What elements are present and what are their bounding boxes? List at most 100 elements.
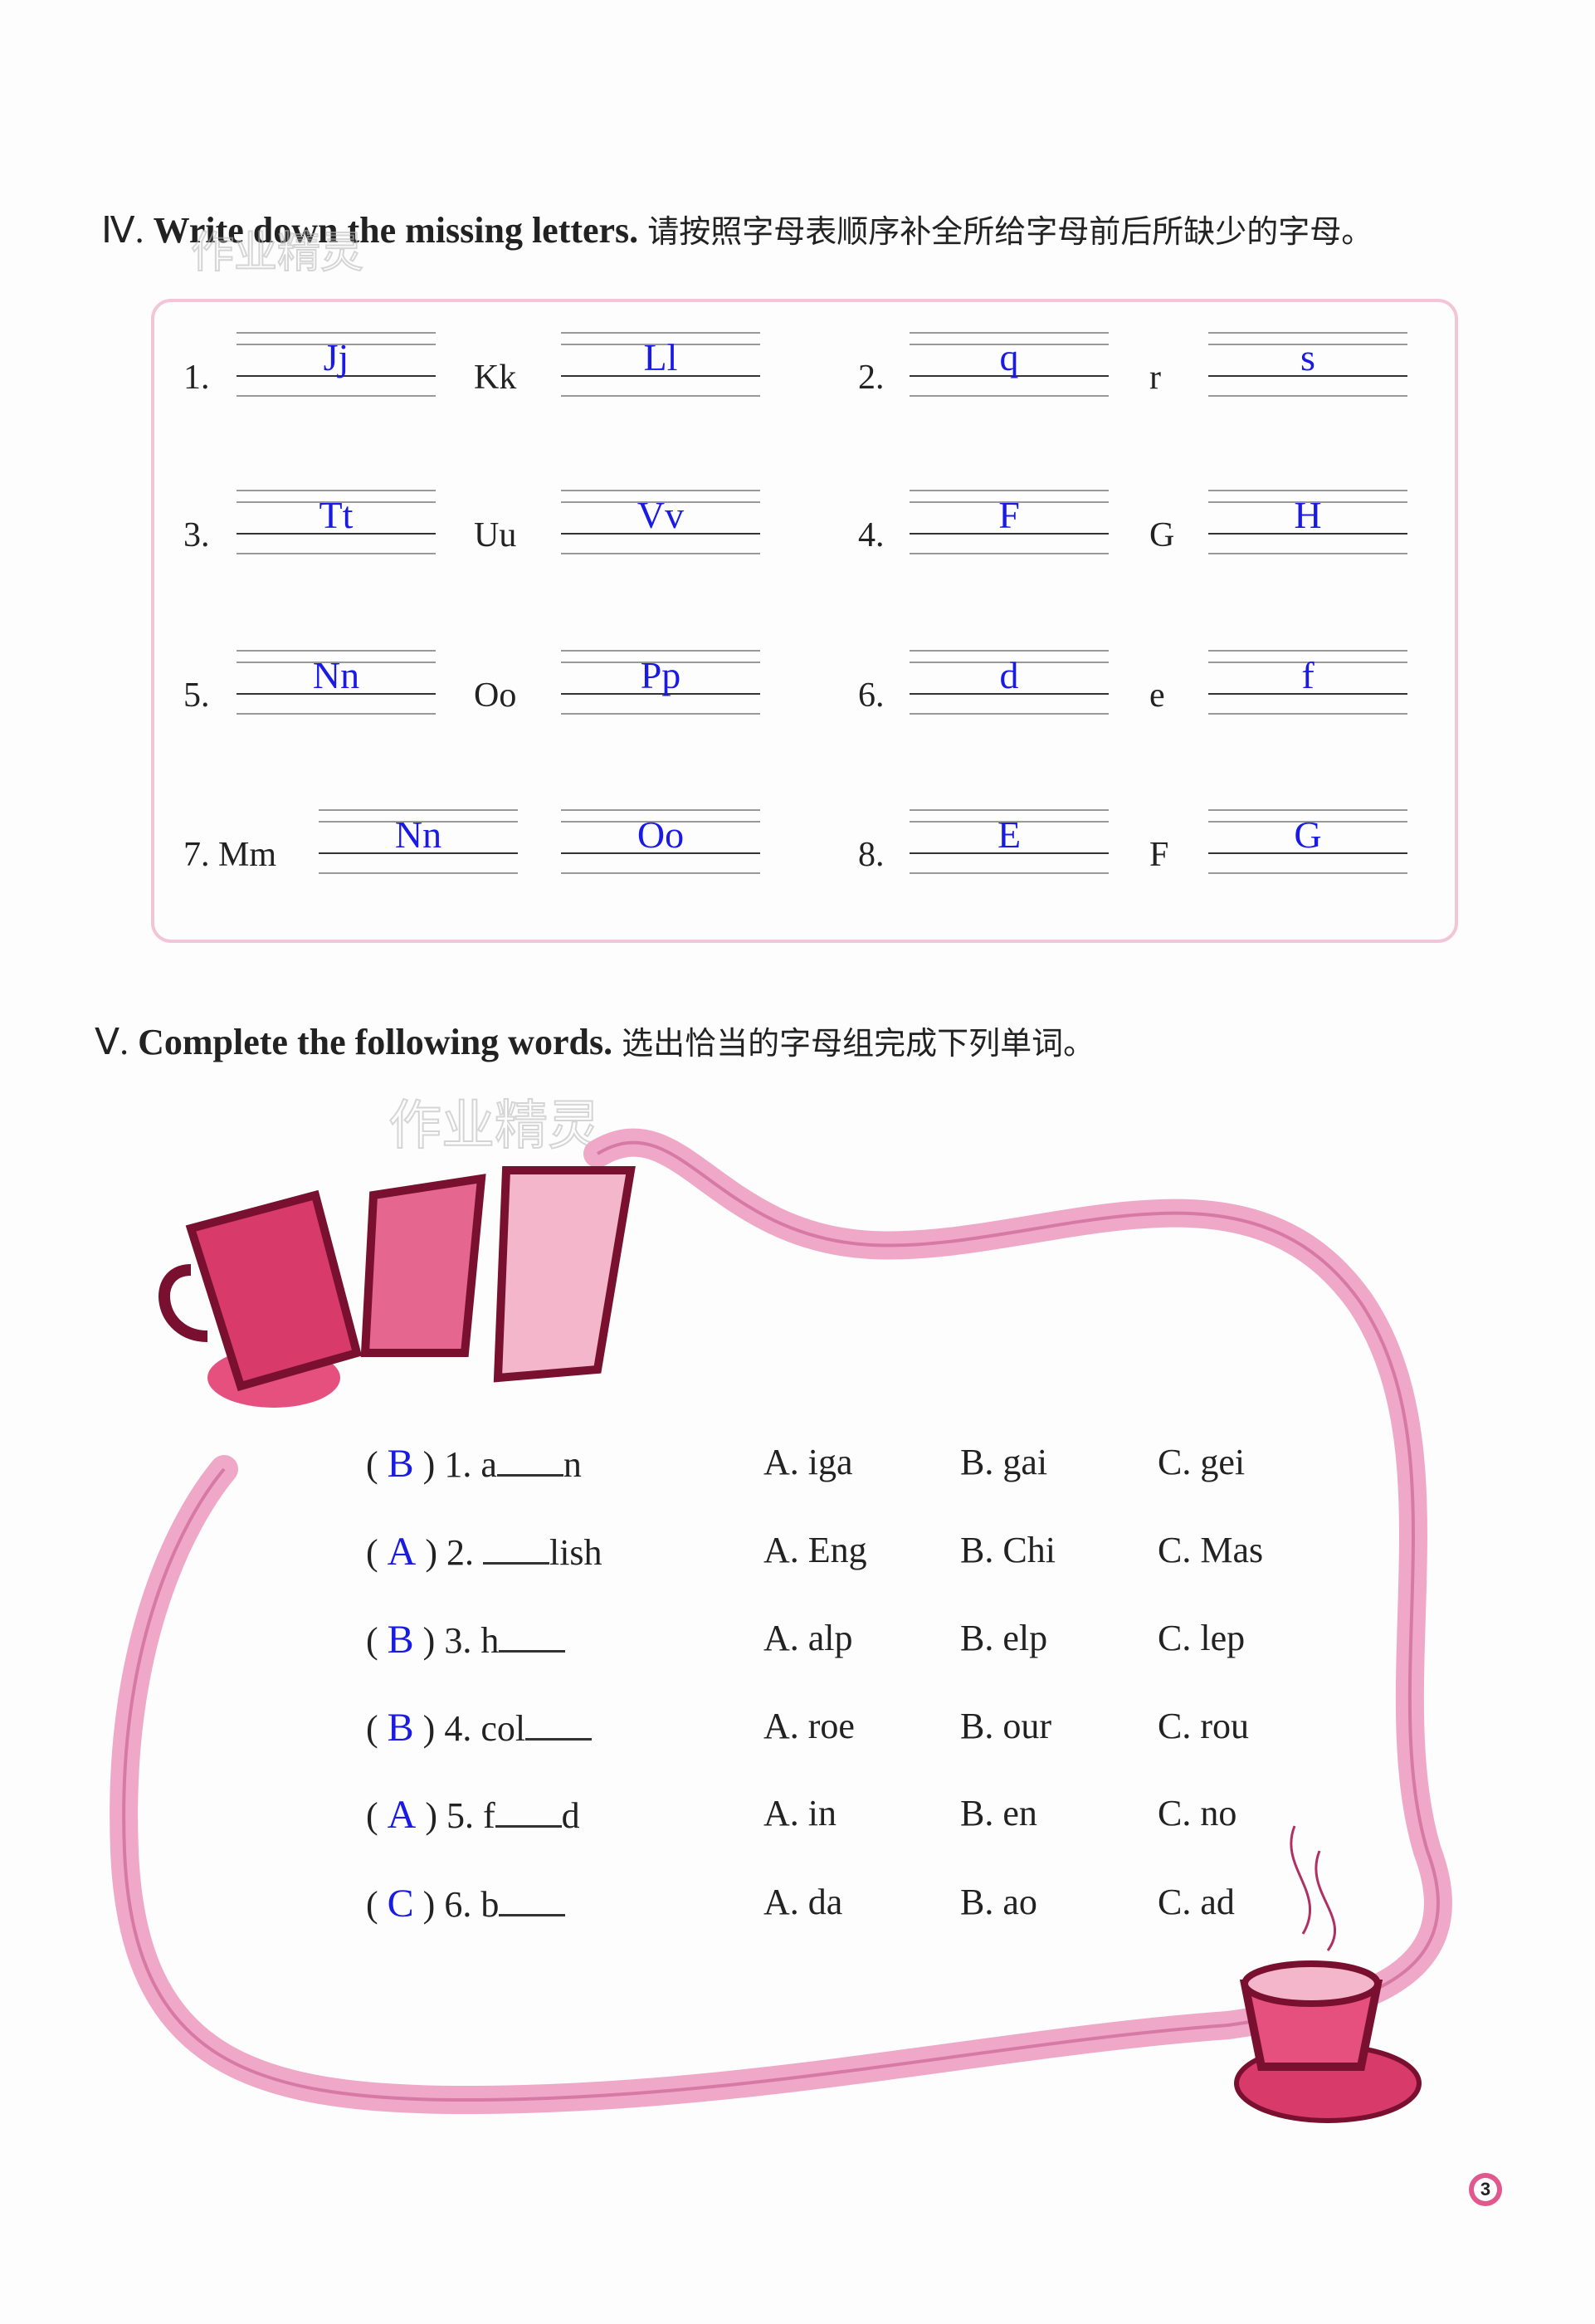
section-title: Complete the following words. xyxy=(138,1022,613,1062)
page-number: 3 xyxy=(1469,2173,1502,2206)
option-a[interactable]: A. alp xyxy=(763,1618,853,1658)
option-c[interactable]: C. no xyxy=(1158,1793,1237,1833)
section-numeral: Ⅴ. xyxy=(95,1022,129,1062)
option-a[interactable]: A. in xyxy=(763,1793,837,1833)
item-number: 3. xyxy=(183,516,210,554)
answer-text: G xyxy=(1294,813,1322,856)
watermark: 作业精灵 xyxy=(388,1095,602,1158)
chosen-answer[interactable]: B xyxy=(387,1618,414,1662)
answer-text: Oo xyxy=(637,813,685,856)
item-number: 8. xyxy=(858,836,885,874)
chosen-answer[interactable]: B xyxy=(387,1706,414,1750)
answer-text: q xyxy=(999,336,1019,378)
ribbon-cups-illustration xyxy=(110,1128,1452,2123)
word-blank xyxy=(499,1914,566,1916)
section-instruction: 选出恰当的字母组完成下列单词。 xyxy=(622,1025,1095,1062)
answer-text: H xyxy=(1294,494,1322,536)
answer-blank[interactable]: q xyxy=(910,332,1109,397)
option-c[interactable]: C. rou xyxy=(1158,1706,1249,1746)
section-numeral: Ⅳ. xyxy=(101,210,144,251)
item-number: 2. xyxy=(858,359,885,397)
item-number: 5. xyxy=(183,676,210,715)
answer-blank[interactable]: Ll xyxy=(561,332,760,397)
option-c[interactable]: C. Mas xyxy=(1158,1530,1264,1570)
word-blank xyxy=(499,1650,566,1653)
item-number: 6. xyxy=(858,676,885,715)
chosen-answer[interactable]: C xyxy=(387,1882,414,1926)
answer-blank[interactable]: F xyxy=(910,490,1109,554)
answer-blank[interactable]: s xyxy=(1208,332,1407,397)
answer-blank[interactable]: Tt xyxy=(237,490,436,554)
given-letter: Uu xyxy=(474,516,517,554)
answer-text: Nn xyxy=(312,654,360,696)
cup-icon xyxy=(159,1189,363,1392)
option-b[interactable]: B. ao xyxy=(960,1882,1037,1922)
section-title: Write down the missing letters. xyxy=(153,210,639,251)
answer-blank[interactable]: Nn xyxy=(237,650,436,715)
answer-blank[interactable]: Jj xyxy=(237,332,436,397)
option-a[interactable]: A. iga xyxy=(763,1442,853,1482)
option-b[interactable]: B. en xyxy=(960,1793,1037,1833)
watermark: 作业精灵 xyxy=(190,227,364,279)
option-a[interactable]: A. Eng xyxy=(763,1530,867,1570)
section-5-heading: Ⅴ. Complete the following words. 选出恰当的字母… xyxy=(95,1018,1095,1063)
cup-icon xyxy=(493,1166,636,1383)
chosen-answer[interactable]: A xyxy=(387,1530,417,1574)
given-letter: F xyxy=(1149,836,1169,874)
answer-blank[interactable]: Vv xyxy=(561,490,760,554)
word-blank xyxy=(495,1825,562,1828)
word-blank xyxy=(482,1562,549,1565)
chosen-answer[interactable]: B xyxy=(387,1442,414,1486)
option-a[interactable]: A. roe xyxy=(763,1706,855,1746)
answer-blank[interactable]: Oo xyxy=(561,809,760,874)
given-letter: r xyxy=(1149,359,1161,397)
question: ( B ) 4. col xyxy=(366,1706,593,1750)
section-4-heading: Ⅳ. Write down the missing letters. 请按照字母… xyxy=(101,206,1373,251)
option-c[interactable]: C. ad xyxy=(1158,1882,1235,1922)
answer-blank[interactable]: G xyxy=(1208,809,1407,874)
answer-blank[interactable]: H xyxy=(1208,490,1407,554)
answer-text: F xyxy=(998,494,1020,536)
given-letter: Kk xyxy=(474,359,517,397)
answer-text: Jj xyxy=(323,336,349,378)
cup-icon xyxy=(360,1174,486,1357)
answer-blank[interactable]: Pp xyxy=(561,650,760,715)
given-letter: G xyxy=(1149,516,1175,554)
answer-blank[interactable]: Nn xyxy=(319,809,518,874)
given-letter: e xyxy=(1149,676,1165,715)
section-instruction: 请按照字母表顺序补全所给字母前后所缺少的字母。 xyxy=(647,213,1373,250)
item-number: 7. Mm xyxy=(183,836,277,874)
answer-blank[interactable]: E xyxy=(910,809,1109,874)
answer-text: Nn xyxy=(394,813,442,856)
question: ( C ) 6. b xyxy=(366,1882,566,1926)
answer-text: d xyxy=(999,654,1019,696)
answer-text: f xyxy=(1301,654,1315,696)
chosen-answer[interactable]: A xyxy=(387,1793,417,1837)
item-number: 4. xyxy=(858,516,885,554)
option-b[interactable]: B. Chi xyxy=(960,1530,1056,1570)
question: ( A ) 2. lish xyxy=(366,1530,602,1574)
answer-text: E xyxy=(997,813,1022,856)
word-blank xyxy=(525,1738,593,1741)
answer-text: Ll xyxy=(643,336,678,378)
item-number: 1. xyxy=(183,359,210,397)
answer-blank[interactable]: f xyxy=(1208,650,1407,715)
answer-text: Tt xyxy=(319,494,354,536)
option-c[interactable]: C. lep xyxy=(1158,1618,1246,1658)
option-b[interactable]: B. elp xyxy=(960,1618,1048,1658)
answer-blank[interactable]: d xyxy=(910,650,1109,715)
word-blank xyxy=(496,1474,563,1477)
missing-letters-box xyxy=(151,299,1458,943)
given-letter: Oo xyxy=(474,676,517,715)
steam xyxy=(1290,1825,1337,1951)
answer-text: Pp xyxy=(640,654,681,696)
option-a[interactable]: A. da xyxy=(763,1882,843,1922)
option-c[interactable]: C. gei xyxy=(1158,1442,1246,1482)
answer-text: s xyxy=(1300,336,1315,378)
answer-text: Vv xyxy=(637,494,685,536)
question: ( B ) 3. h xyxy=(366,1618,566,1662)
option-b[interactable]: B. our xyxy=(960,1706,1051,1746)
option-b[interactable]: B. gai xyxy=(960,1442,1048,1482)
